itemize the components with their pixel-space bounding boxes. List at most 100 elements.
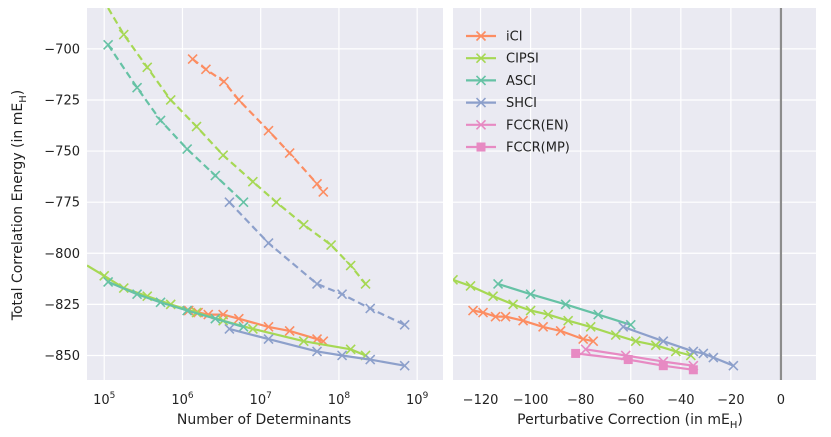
asci-variational-point [155, 115, 166, 126]
shci-pt-point [708, 352, 719, 363]
legend-label: CIPSI [506, 52, 539, 67]
cipsi-pt-point [650, 340, 661, 351]
right-x-axis-label-close: ) [737, 412, 742, 428]
y-tick-label: −825 [44, 298, 80, 313]
shci-variational-point [337, 289, 348, 300]
asci-extrapolated-point [155, 297, 166, 308]
ici-variational-point [200, 64, 211, 75]
ici-variational-point [187, 54, 198, 65]
x-tick-label: −40 [667, 393, 694, 408]
ici-pt-point [588, 336, 599, 347]
ici-pt-point [578, 334, 589, 345]
legend: iCI CIPSI ASCI SHCI FCCR(EN) FCCR(MP) [466, 30, 570, 156]
legend-item-shci: SHCI [466, 96, 537, 111]
asci-extrapolated-point [132, 289, 143, 300]
cipsi-variational-point [165, 94, 176, 106]
x-tick-exponent: 5 [110, 391, 116, 401]
shci-pt-point [728, 360, 739, 371]
cipsi-pt-point [610, 329, 621, 341]
x-tick-exponent: 6 [188, 391, 194, 401]
shci-variational-point [224, 197, 235, 208]
x-tick-exponent: 9 [423, 391, 429, 401]
legend-swatch-marker [475, 119, 487, 130]
right-x-axis-label-main: Perturbative Correction (in mE [517, 412, 730, 428]
ici-pt-point [467, 305, 479, 316]
shci-extrapolated-point [311, 346, 323, 357]
cipsi-pt-point [453, 274, 459, 285]
ici-pt-point [490, 311, 501, 322]
x-tick-label: 0 [777, 393, 785, 408]
x-tick-base: 10 [250, 393, 267, 408]
cipsi-pt-point [630, 336, 641, 347]
asci-extrapolated-line [107, 280, 244, 328]
fccr-mp-pt-point [688, 365, 698, 375]
fccr-en-pt-line [585, 348, 694, 367]
cipsi-extrapolated-point [99, 270, 110, 281]
x-tick-label: −20 [717, 393, 744, 408]
shci-extrapolated-point [263, 334, 274, 345]
fccr-mp-pt-line [575, 352, 694, 371]
y-tick-label: −725 [44, 93, 80, 108]
right-x-axis-label: Perturbative Correction (in mEH) [517, 412, 743, 431]
ici-extrapolated-point [284, 325, 295, 337]
shci-extrapolated-point [337, 350, 348, 361]
asci-variational-point [103, 39, 114, 50]
series-layer-left [87, 8, 410, 371]
left-x-axis-label: Number of Determinants [177, 412, 351, 428]
x-tick-label: −60 [617, 393, 644, 408]
cipsi-pt-point [585, 321, 596, 332]
cipsi-variational-point [271, 197, 282, 208]
right-panel: −120 −100 −80 −60 −40 −20 0 [453, 8, 816, 408]
cipsi-variational-point [247, 176, 258, 187]
shci-variational-point [365, 303, 376, 314]
legend-item-asci: ASCI [466, 74, 536, 89]
ici-variational-point [218, 76, 229, 87]
cipsi-pt-point [487, 291, 499, 302]
x-tick-label: 108 [328, 391, 351, 408]
legend-swatch-marker [475, 97, 487, 108]
cipsi-extrapolated-point [298, 336, 309, 347]
x-tick-exponent: 8 [344, 391, 350, 401]
ici-extrapolated-point [233, 313, 244, 324]
ici-pt-point [500, 311, 511, 322]
x-tick-base: 10 [406, 393, 423, 408]
cipsi-variational-point [360, 278, 371, 289]
asci-extrapolated-point [103, 276, 114, 287]
cipsi-extrapolated-point [247, 323, 258, 334]
cipsi-variational-point [345, 260, 356, 271]
legend-label: iCI [506, 30, 523, 45]
ici-variational-point [311, 178, 323, 189]
cipsi-pt-point [670, 346, 681, 357]
fccr-mp-pt-point [623, 355, 633, 365]
shci-extrapolated-point [365, 354, 376, 365]
y-tick-label: −850 [44, 349, 80, 364]
x-tick-label: −80 [567, 393, 594, 408]
y-axis-label-main: Total Correlation Energy (in mE [10, 103, 26, 321]
shci-variational-point [399, 319, 410, 330]
asci-extrapolated-point [182, 305, 193, 316]
legend-swatch-marker [476, 142, 486, 152]
y-tick-label: −800 [44, 247, 80, 262]
plot-area-left [87, 8, 443, 380]
x-tick-label: −100 [513, 393, 549, 408]
ici-variational-point [233, 94, 244, 106]
left-panel: 105 106 107 108 109−700−725−750−775−800−825−… [44, 8, 443, 408]
legend-label: FCCR(EN) [506, 118, 569, 133]
x-tick-base: 10 [171, 393, 188, 408]
asci-extrapolated-point [210, 313, 221, 324]
asci-pt-point [525, 289, 536, 300]
asci-pt-point [593, 309, 604, 320]
x-tick-label: 107 [250, 391, 272, 408]
shci-pt-point [618, 321, 629, 332]
asci-extrapolated-point [238, 321, 249, 332]
shci-pt-point [658, 336, 669, 347]
asci-pt-point [560, 299, 571, 310]
legend-item-cipsi: CIPSI [466, 52, 539, 67]
x-tick-label: 105 [93, 391, 115, 408]
ici-variational-point [263, 125, 274, 136]
legend-label: FCCR(MP) [506, 141, 570, 156]
legend-item-ici: iCI [466, 30, 523, 45]
asci-variational-point [210, 170, 221, 181]
x-tick-label: 109 [406, 391, 429, 408]
